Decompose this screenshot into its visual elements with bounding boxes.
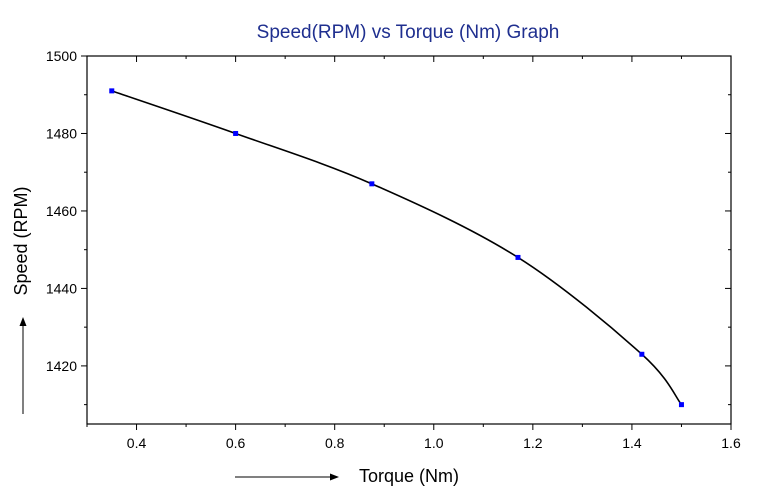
y-tick-label: 1460	[46, 203, 77, 219]
x-axis-arrow	[235, 473, 339, 481]
y-tick-label: 1420	[46, 358, 77, 374]
y-tick-label: 1480	[46, 125, 77, 141]
x-tick-label: 1.2	[523, 435, 543, 451]
x-tick-label: 0.8	[325, 435, 345, 451]
y-axis-label: Speed (RPM)	[11, 186, 31, 295]
chart-title: Speed(RPM) vs Torque (Nm) Graph	[257, 22, 560, 43]
x-tick-label: 1.6	[721, 435, 741, 451]
data-point	[639, 351, 645, 357]
y-axis-ticks	[81, 55, 731, 406]
x-axis-tick-labels: 0.4 0.6 0.8 1.0 1.2 1.4 1.6	[127, 435, 741, 451]
y-tick-label: 1440	[46, 280, 77, 296]
series-points	[109, 88, 684, 408]
data-point	[515, 254, 521, 260]
x-axis-label: Torque (Nm)	[359, 466, 459, 486]
plot-frame	[86, 55, 732, 425]
y-axis-tick-labels: 1420 1440 1460 1480 1500	[46, 48, 77, 374]
x-tick-label: 0.4	[127, 435, 147, 451]
series-line	[111, 90, 683, 406]
data-point	[369, 181, 375, 187]
x-axis-ticks	[86, 56, 732, 430]
data-point	[678, 402, 684, 408]
data-point	[233, 130, 239, 136]
y-axis-arrow	[19, 317, 27, 414]
x-tick-label: 1.0	[424, 435, 444, 451]
x-tick-label: 1.4	[622, 435, 642, 451]
x-tick-label: 0.6	[226, 435, 246, 451]
y-tick-label: 1500	[46, 48, 77, 64]
data-point	[109, 88, 115, 94]
